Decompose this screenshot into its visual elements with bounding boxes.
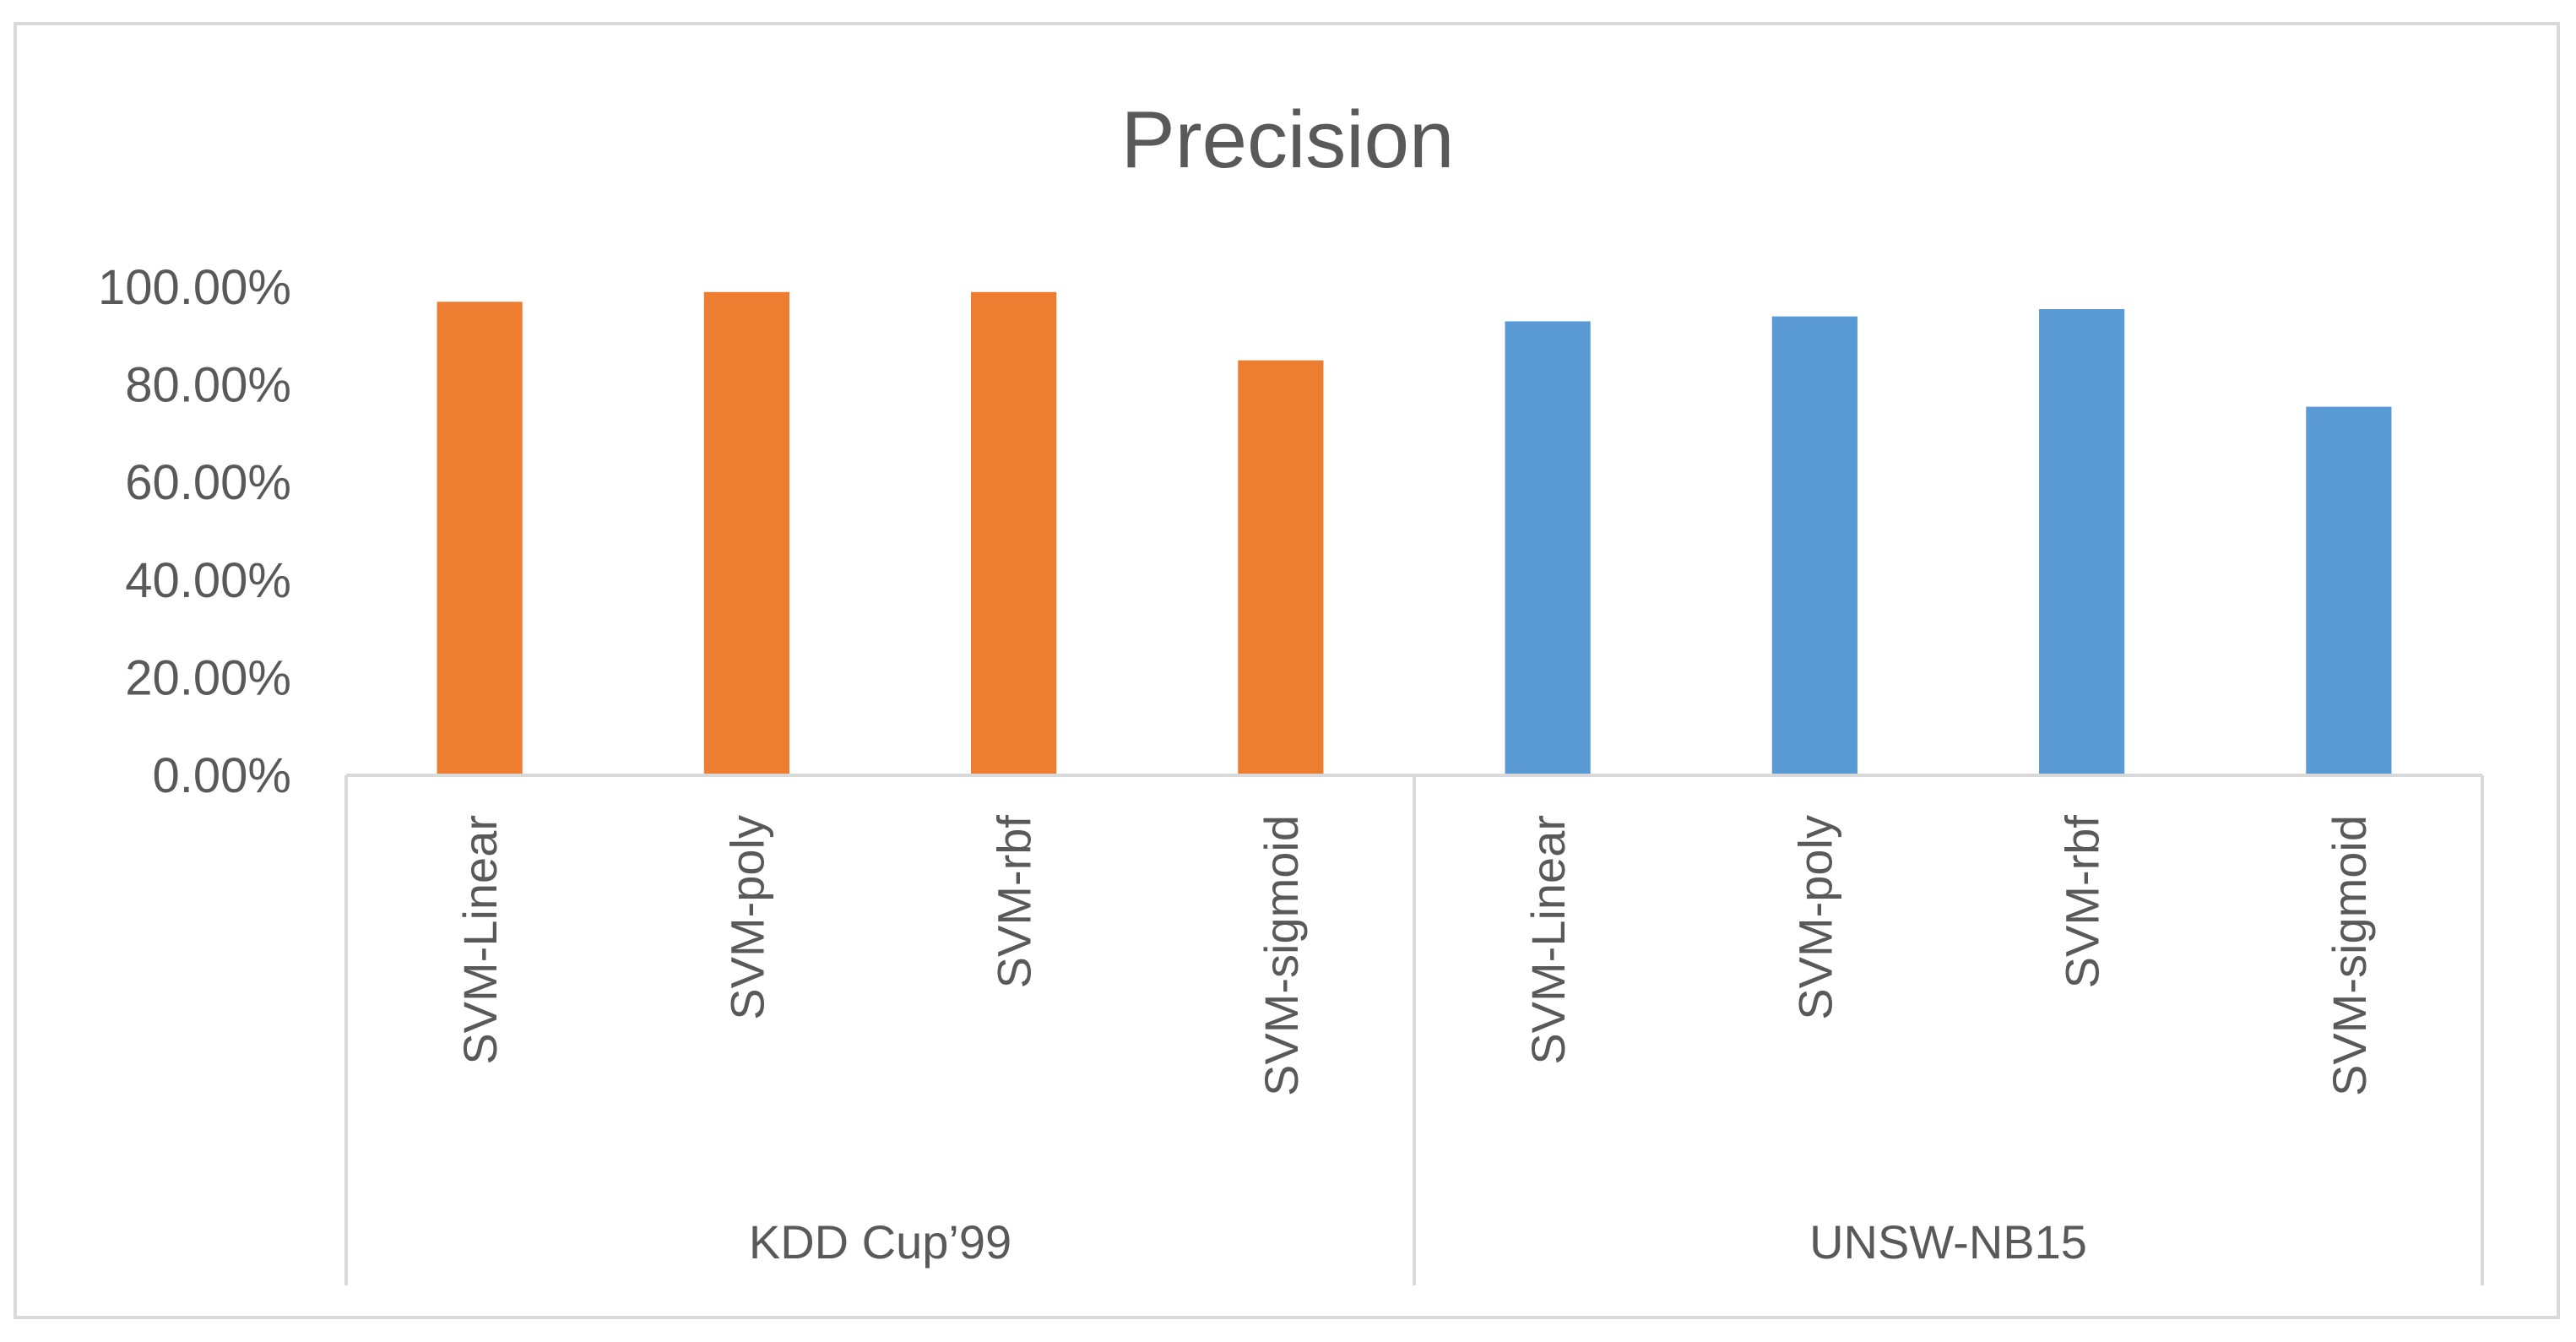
y-tick-label: 60.00% [125,455,291,510]
bar [971,291,1057,775]
bar [2306,406,2392,775]
bar [703,291,789,775]
x-tick-label: SVM-rbf [2056,815,2109,989]
chart-title: Precision [1121,95,1455,185]
x-tick-label: SVM-poly [720,815,773,1020]
y-tick-label: 80.00% [125,358,291,413]
bar [1238,360,1324,775]
y-tick-label: 40.00% [125,553,291,608]
x-tick-label: SVM-sigmoid [1255,815,1308,1096]
category-axis [344,774,2484,1285]
y-axis-ticks: 0.00% 20.00% 40.00% 60.00% 80.00% 100.00% [98,260,291,803]
bar-series [437,291,2392,776]
y-tick-label: 100.00% [98,260,291,315]
group-label: KDD Cup’99 [749,1215,1011,1269]
x-tick-label: SVM-poly [1788,815,1841,1020]
y-tick-label: 0.00% [153,748,291,803]
bar [437,302,523,776]
x-tick-label: SVM-Linear [453,815,507,1065]
y-tick-label: 20.00% [125,650,291,705]
bar [1771,316,1857,775]
bar [2039,309,2125,775]
x-tick-label: SVM-Linear [1521,815,1575,1065]
x-tick-label: SVM-sigmoid [2323,815,2376,1096]
x-tick-label: SVM-rbf [988,815,1041,989]
bar [1505,321,1591,776]
x-axis-tick-labels: SVM-Linear SVM-poly SVM-rbf SVM-sigmoid SVM-… [453,815,2376,1096]
group-label: UNSW-NB15 [1809,1215,2087,1269]
group-labels: KDD Cup’99 UNSW-NB15 [749,1215,2087,1269]
